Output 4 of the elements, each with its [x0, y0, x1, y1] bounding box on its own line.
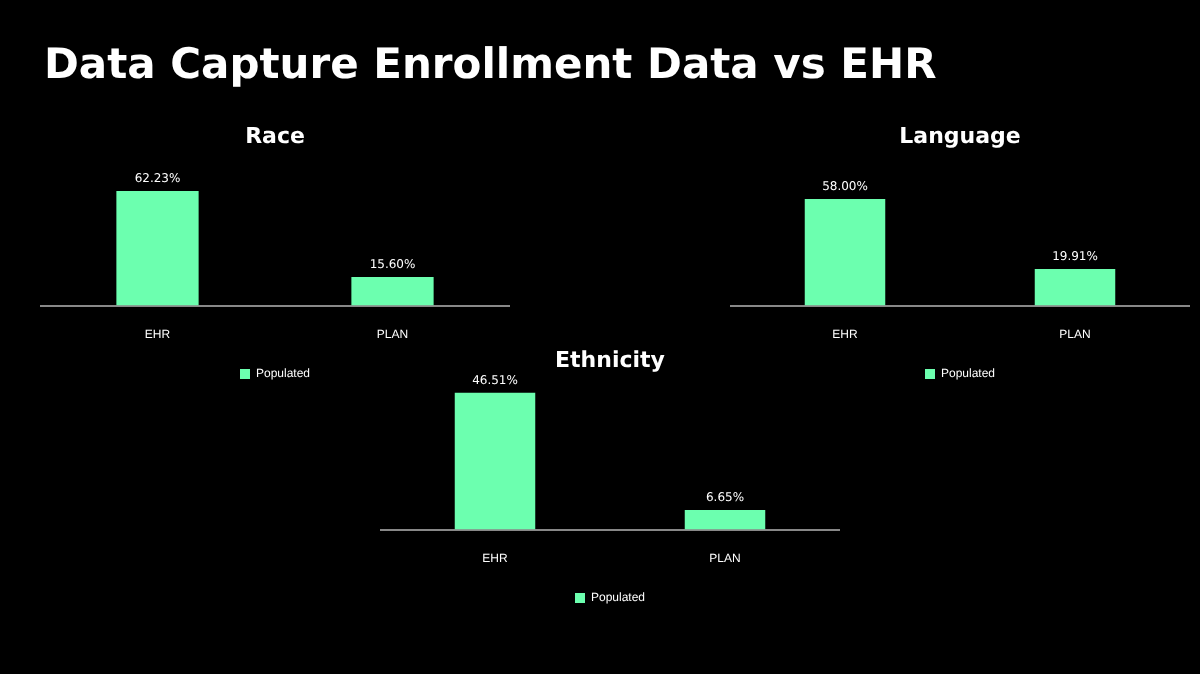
chart-title: Race: [245, 122, 305, 149]
chart-title: Ethnicity: [555, 346, 665, 373]
text: Data Capture Enrollment Data vs EHR: [44, 40, 939, 88]
chart-title: Language: [899, 122, 1021, 149]
